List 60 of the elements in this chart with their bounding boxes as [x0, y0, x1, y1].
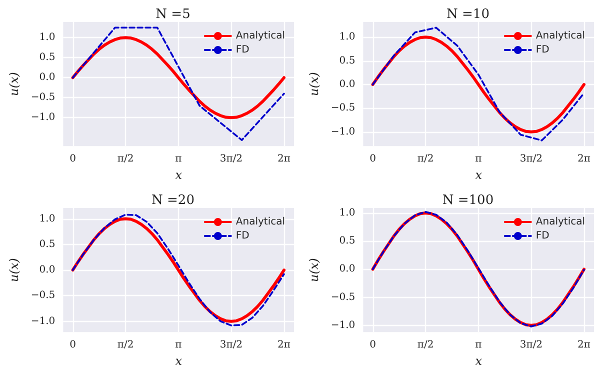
legend-label: Analytical [236, 30, 286, 42]
legend-label: Analytical [236, 216, 286, 228]
x-tick-label: 0 [370, 154, 376, 165]
y-tick-label: −0.5 [330, 292, 356, 303]
legend-label: FD [236, 230, 250, 242]
y-tick-label: −0.5 [330, 102, 356, 114]
y-tick-label: 1.0 [39, 32, 56, 44]
x-axis-title: x [475, 354, 482, 368]
x-tick-label: 2π [578, 340, 591, 351]
x-axis-title: x [475, 168, 482, 182]
y-tick-label: −0.5 [30, 92, 56, 104]
chart-title: N =20 [152, 193, 194, 208]
legend-label: Analytical [536, 216, 586, 228]
y-tick-label: 0.5 [39, 238, 56, 250]
x-tick-label: 3π/2 [520, 340, 543, 351]
x-tick-label: 2π [278, 154, 291, 165]
y-tick-label: 0.0 [339, 79, 356, 90]
y-tick-label: 1.0 [339, 32, 356, 43]
y-tick-label: −0.5 [30, 290, 56, 302]
x-tick-label: π [175, 340, 182, 351]
x-tick-label: 3π/2 [220, 154, 243, 165]
y-tick-label: 1.0 [339, 208, 356, 219]
x-axis-title: x [175, 354, 182, 368]
legend-label: FD [236, 44, 250, 56]
y-axis-title: u(x) [307, 258, 321, 282]
x-tick-label: 3π/2 [520, 154, 543, 165]
y-tick-label: 0.5 [339, 236, 356, 247]
x-tick-label: 0 [70, 340, 76, 351]
y-tick-label: −1.0 [30, 316, 56, 327]
chart-title: N =10 [446, 7, 490, 22]
y-tick-label: −1.0 [30, 112, 56, 124]
x-tick-label: π/2 [417, 340, 434, 351]
x-tick-label: π/2 [117, 340, 134, 351]
x-tick-label: π/2 [117, 154, 134, 165]
y-tick-label: −1.0 [330, 126, 356, 138]
y-tick-label: −1.0 [330, 320, 356, 331]
chart-title: N =5 [156, 7, 190, 22]
y-tick-label: 0.0 [39, 264, 56, 276]
x-tick-label: 2π [578, 154, 591, 165]
legend-label: FD [536, 44, 550, 56]
x-tick-label: π [175, 154, 182, 165]
y-tick-label: 1.0 [39, 213, 56, 224]
legend-label: Analytical [536, 30, 586, 42]
x-tick-label: 2π [278, 340, 291, 351]
x-tick-label: 0 [70, 154, 76, 165]
y-tick-label: 0.5 [339, 55, 356, 66]
chart-title: N =100 [442, 193, 494, 208]
y-tick-label: 0.0 [39, 72, 56, 84]
x-tick-label: 0 [370, 340, 376, 351]
y-axis-title: u(x) [7, 72, 21, 96]
y-tick-label: 0.5 [39, 52, 56, 64]
y-tick-label: 0.0 [339, 264, 356, 275]
y-axis-title: u(x) [307, 72, 321, 96]
legend-label: FD [536, 230, 550, 242]
x-tick-label: π [475, 340, 482, 351]
x-axis-title: x [175, 168, 182, 182]
x-tick-label: π/2 [417, 154, 434, 165]
x-tick-label: π [475, 154, 482, 165]
x-tick-label: 3π/2 [220, 340, 243, 351]
y-axis-title: u(x) [7, 258, 21, 282]
